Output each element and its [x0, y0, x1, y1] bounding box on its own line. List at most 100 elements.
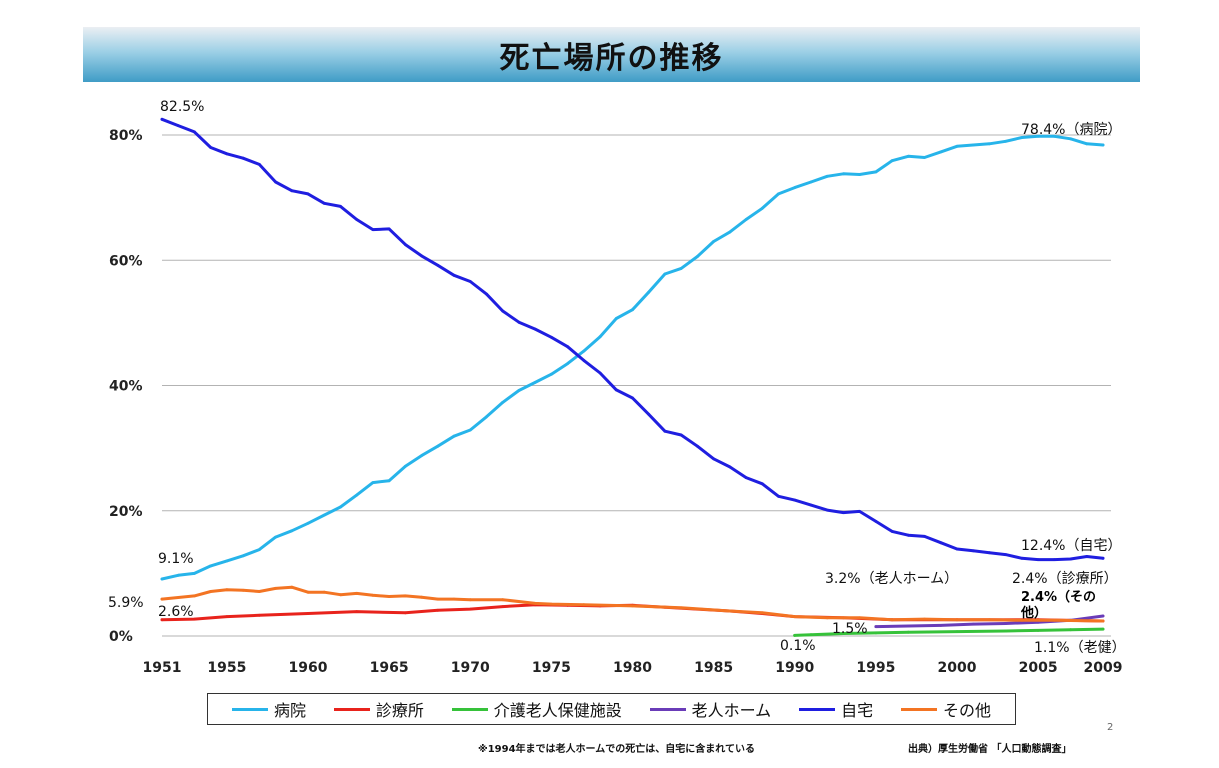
x-tick-label: 1990	[775, 660, 814, 676]
data-point-hospital	[858, 173, 861, 176]
data-point-hospital	[631, 308, 634, 312]
data-point-home	[614, 388, 618, 392]
data-point-other	[387, 595, 391, 598]
data-point-home	[679, 433, 683, 437]
x-tick-label: 1970	[451, 660, 490, 676]
data-point-home	[355, 218, 359, 221]
data-point-other	[420, 595, 423, 599]
data-point-home	[971, 549, 975, 553]
data-point-home	[923, 535, 926, 538]
data-point-home	[1101, 556, 1105, 560]
data-point-hospital	[533, 381, 537, 384]
data-point-hospital	[842, 172, 845, 176]
x-tick-label: 1980	[613, 660, 652, 676]
legend-item-hospital: 病院	[231, 697, 306, 721]
data-point-hospital	[485, 415, 488, 419]
data-point-hospital	[728, 230, 732, 234]
legend-item-other: その他	[900, 697, 991, 721]
x-tick-label: 2000	[937, 660, 976, 676]
data-point-care_facility	[809, 633, 813, 637]
data-point-home	[257, 163, 261, 166]
data-point-care_facility	[955, 630, 959, 633]
data-point-hospital	[566, 362, 569, 365]
data-point-home	[631, 396, 634, 400]
data-point-other	[988, 618, 991, 622]
data-point-care_facility	[1004, 629, 1008, 633]
data-point-hospital	[371, 481, 375, 484]
data-point-other	[436, 597, 440, 601]
x-tick-label: 2009	[1084, 660, 1123, 676]
data-point-hospital	[825, 174, 829, 178]
data-point-hospital	[906, 154, 910, 158]
footnote: ※1994年までは老人ホームでの死亡は、自宅に含まれている	[478, 744, 755, 755]
data-point-hospital	[404, 464, 407, 468]
data-point-hospital	[923, 156, 926, 159]
data-point-home	[387, 227, 391, 231]
data-point-other	[533, 602, 537, 605]
data-point-other	[225, 588, 229, 592]
data-point-other	[890, 618, 894, 622]
data-point-hospital	[1101, 143, 1105, 147]
data-point-home	[193, 130, 196, 134]
data-point-hospital	[274, 535, 277, 539]
data-point-care_facility	[1036, 629, 1040, 632]
data-point-hospital	[339, 505, 342, 509]
data-point-hospital	[793, 186, 797, 190]
data-point-other	[923, 617, 926, 621]
data-point-care_facility	[906, 630, 910, 634]
data-point-home	[809, 503, 813, 507]
data-point-home	[955, 547, 959, 551]
series-line-care_facility	[793, 627, 1105, 637]
data-point-other	[468, 598, 472, 602]
data-point-home	[939, 541, 943, 545]
legend-label: 老人ホーム	[691, 701, 772, 720]
data-point-home	[225, 152, 229, 156]
data-point-hospital	[387, 479, 391, 483]
data-point-hospital	[160, 577, 164, 581]
data-point-hospital	[614, 317, 618, 320]
data-point-other	[1020, 618, 1024, 622]
data-point-home	[906, 533, 910, 537]
data-point-home	[1036, 558, 1040, 561]
data-point-clinic	[225, 615, 229, 618]
data-point-hospital	[322, 513, 326, 517]
data-point-hospital	[452, 434, 456, 438]
data-point-other	[193, 594, 196, 598]
annotation-label: 1.5%	[832, 621, 868, 637]
data-point-home	[517, 320, 521, 324]
data-point-other	[1052, 618, 1056, 622]
data-point-clinic	[306, 612, 310, 615]
data-point-home	[1085, 555, 1089, 558]
data-point-home	[274, 180, 277, 184]
legend-swatch	[333, 707, 370, 711]
data-point-other	[955, 618, 959, 622]
data-point-home	[306, 192, 310, 196]
data-point-home	[533, 327, 537, 331]
data-point-hospital	[257, 548, 261, 551]
series-line-home	[160, 117, 1105, 562]
data-point-hospital	[712, 240, 715, 243]
data-point-hospital	[988, 142, 991, 146]
series-line-hospital	[160, 134, 1105, 581]
data-point-hospital	[890, 159, 894, 163]
data-point-hospital	[809, 180, 813, 184]
y-tick-label: 20%	[109, 504, 143, 520]
data-point-nursing_home	[1004, 622, 1008, 625]
legend-label: 自宅	[841, 701, 874, 720]
legend-label: その他	[942, 701, 991, 720]
data-point-hospital	[176, 573, 180, 577]
data-point-hospital	[939, 150, 943, 154]
data-point-home	[858, 510, 861, 513]
data-point-home	[1020, 556, 1024, 560]
page-title: 死亡場所の推移	[499, 40, 724, 76]
data-point-hospital	[290, 529, 294, 533]
data-point-hospital	[241, 554, 245, 558]
x-tick-label: 1985	[694, 660, 733, 676]
source-credit: 出典）厚生労働省 「人口動態調査」	[908, 744, 1072, 755]
data-point-hospital	[744, 218, 748, 221]
data-point-home	[371, 228, 375, 232]
y-tick-label: 40%	[109, 379, 143, 395]
data-point-hospital	[193, 572, 196, 575]
data-point-other	[760, 611, 764, 615]
